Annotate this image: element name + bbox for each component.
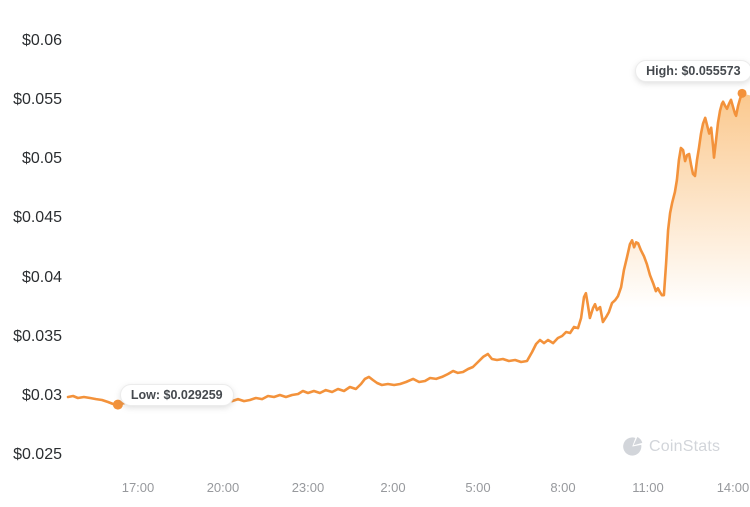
y-tick-label: $0.03 (21, 386, 62, 404)
y-tick-label: $0.025 (13, 446, 62, 463)
low-point-dot[interactable] (112, 399, 123, 410)
coinstats-logo-icon (623, 436, 643, 456)
y-tick-label: $0.035 (13, 327, 62, 345)
x-tick-label: 17:00 (121, 480, 155, 495)
high-point-dot[interactable] (737, 88, 747, 98)
x-tick-label: 8:00 (550, 480, 576, 495)
low-point-tooltip: Low: $0.029259 (119, 383, 234, 406)
y-tick-label: $0.05 (21, 150, 62, 168)
x-tick-label: 5:00 (465, 480, 491, 495)
x-tick-label: 11:00 (632, 480, 664, 495)
x-tick-label: 14:00 (716, 480, 750, 495)
high-point-label: High: $0.055573 (646, 63, 741, 78)
y-tick-label: $0.055 (13, 91, 62, 109)
price-line[interactable] (66, 92, 744, 406)
x-tick-label: 20:00 (206, 480, 240, 495)
y-tick-label: $0.045 (13, 209, 62, 227)
y-tick-label: $0.06 (21, 32, 62, 49)
high-point-tooltip: High: $0.055573 (635, 59, 750, 82)
price-area-fill (68, 93, 750, 471)
watermark-label: CoinStats (649, 437, 721, 455)
x-tick-label: 23:00 (291, 480, 325, 495)
y-tick-label: $0.04 (21, 268, 62, 286)
coinstats-watermark: CoinStats (622, 436, 720, 457)
x-tick-label: 2:00 (380, 480, 406, 495)
low-point-label: Low: $0.029259 (130, 387, 223, 402)
